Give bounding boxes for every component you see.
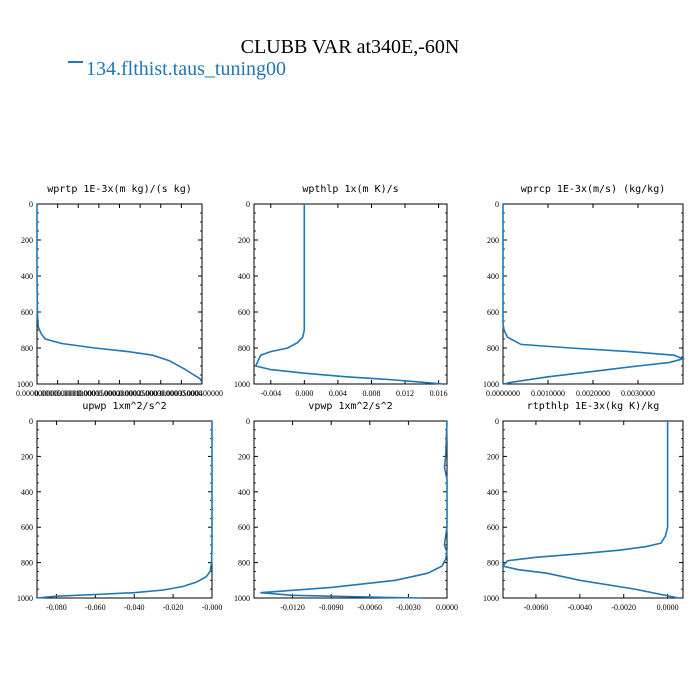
plot-2-xtick-label-3: 0.008 — [362, 389, 380, 398]
plot-6-title: rtpthlp 1E-3x(kg K)/kg — [527, 401, 659, 412]
chart-title: CLUBB VAR at340E,-60N — [240, 36, 460, 58]
plot-1-ytick-label-0: 0 — [29, 200, 33, 209]
plot-4-ytick-label-2: 400 — [21, 488, 33, 497]
legend-swatch — [68, 61, 83, 63]
plot-3-xtick-label-0: 0.0000000 — [486, 389, 520, 398]
plot-3-xtick-label-3: 0.0030000 — [621, 389, 655, 398]
plot-4-ytick-label-3: 600 — [21, 523, 33, 532]
plot-4-xtick-label-0: -0.080 — [46, 603, 67, 612]
plot-1-xtick-label-3: 0.000150000 — [78, 389, 120, 398]
plot-1-xtick-label-1: 0.0000500000 — [35, 389, 81, 398]
plot-1-xtick-label-0: 0.000000000 — [16, 389, 58, 398]
plot-2-xtick-label-5: 0.016 — [430, 389, 448, 398]
plot-3-xtick-label-1: 0.0010000 — [531, 389, 565, 398]
plot-4-ytick-label-1: 200 — [21, 452, 33, 461]
plot-6-xtick-label-1: -0.0040 — [567, 603, 592, 612]
plot-5-ytick-label-1: 200 — [238, 452, 250, 461]
plot-5-title: vpwp 1xm^2/s^2 — [308, 401, 392, 412]
plot-1-xtick-label-7: 0.000350000 — [160, 389, 202, 398]
plot-6-ytick-label-0: 0 — [495, 417, 499, 426]
plot-4-xtick-label-2: -0.040 — [124, 603, 145, 612]
plot-4-ytick-label-5: 1000 — [17, 594, 33, 603]
plot-3-ytick-label-3: 600 — [487, 308, 499, 317]
plot-6-ytick-label-3: 600 — [487, 523, 499, 532]
plot-5-xtick-label-2: -0.0060 — [357, 603, 382, 612]
plot-1-xtick-label-5: 0.000250000 — [119, 389, 161, 398]
plot-2-ytick-label-3: 600 — [238, 308, 250, 317]
plot-6-xtick-label-3: 0.0000 — [657, 603, 679, 612]
plot-6-xtick-label-0: -0.0060 — [524, 603, 549, 612]
plot-1-ytick-label-4: 800 — [21, 344, 33, 353]
plot-2-ytick-label-5: 1000 — [234, 380, 250, 389]
plot-3-ytick-label-2: 400 — [487, 272, 499, 281]
plot-5-ytick-label-4: 800 — [238, 559, 250, 568]
plot-6-ytick-label-5: 1000 — [483, 594, 499, 603]
plot-2-xtick-label-2: 0.004 — [329, 389, 347, 398]
plot-3-ytick-label-5: 1000 — [483, 380, 499, 389]
plot-4-xtick-label-4: -0.000 — [202, 603, 223, 612]
plot-6-xtick-label-2: -0.0020 — [611, 603, 636, 612]
plot-2-xtick-label-0: -0.004 — [260, 389, 281, 398]
plot-1-ytick-label-1: 200 — [21, 236, 33, 245]
plot-5-ytick-label-0: 0 — [246, 417, 250, 426]
plot-1-title: wprtp 1E-3x(m kg)/(s kg) — [47, 184, 192, 195]
plot-3-frame — [502, 203, 684, 385]
plot-5-ytick-label-5: 1000 — [234, 594, 250, 603]
plot-2-xtick-label-1: 0.000 — [295, 389, 313, 398]
plot-5-xtick-label-0: -0.0120 — [280, 603, 305, 612]
plot-1-xtick-label-8: 0.000400000 — [181, 389, 223, 398]
plot-5-xtick-label-4: 0.0000 — [436, 603, 458, 612]
plot-5-ytick-label-3: 600 — [238, 523, 250, 532]
plot-3-ytick-label-0: 0 — [495, 200, 499, 209]
plot-4-series-line — [36, 421, 213, 599]
plot-1-frame — [36, 203, 203, 385]
plot-2-ytick-label-2: 400 — [238, 272, 250, 281]
plot-2-series-line — [254, 204, 443, 385]
plot-1-ytick-label-2: 400 — [21, 272, 33, 281]
plot-3-title: wprcp 1E-3x(m/s) (kg/kg) — [521, 184, 666, 195]
plot-1-xtick-label-4: 0.000200000 — [99, 389, 141, 398]
plot-3-series-line — [502, 204, 686, 385]
plot-5-frame — [253, 420, 448, 599]
plot-2-ytick-label-1: 200 — [238, 236, 250, 245]
plot-2-title: wpthlp 1x(m K)/s — [302, 184, 398, 195]
plot-4-frame — [36, 420, 213, 599]
plot-4-ytick-label-4: 800 — [21, 559, 33, 568]
plot-6-ytick-label-4: 800 — [487, 559, 499, 568]
plot-5-series-line — [260, 420, 448, 599]
plot-5-xtick-label-1: -0.0090 — [319, 603, 344, 612]
plot-1-ytick-label-3: 600 — [21, 308, 33, 317]
plot-4-xtick-label-1: -0.060 — [85, 603, 106, 612]
plot-2-ytick-label-4: 800 — [238, 344, 250, 353]
plot-1-xtick-label-2: 0.000100000 — [57, 389, 99, 398]
plot-4-xtick-label-3: -0.020 — [163, 603, 184, 612]
plot-6-ytick-label-2: 400 — [487, 488, 499, 497]
plot-3-xtick-label-2: 0.0020000 — [576, 389, 610, 398]
plot-4-title: upwp 1xm^2/s^2 — [82, 401, 166, 412]
plot-1-xtick-label-6: 0.000300000 — [140, 389, 182, 398]
plot-1-series-line — [36, 204, 203, 383]
plot-3-ytick-label-1: 200 — [487, 236, 499, 245]
plot-3-ytick-label-4: 800 — [487, 344, 499, 353]
plot-6-ytick-label-1: 200 — [487, 452, 499, 461]
plot-2-ytick-label-0: 0 — [246, 200, 250, 209]
legend-label: 134.flthist.taus_tuning00 — [86, 58, 286, 80]
plot-2-frame — [253, 203, 448, 385]
plot-4-ytick-label-0: 0 — [29, 417, 33, 426]
plot-5-ytick-label-2: 400 — [238, 488, 250, 497]
plot-2-xtick-label-4: 0.012 — [396, 389, 414, 398]
plot-6-series-line — [501, 421, 679, 599]
plot-1-ytick-label-5: 1000 — [17, 380, 33, 389]
plot-5-xtick-label-3: -0.0030 — [396, 603, 421, 612]
